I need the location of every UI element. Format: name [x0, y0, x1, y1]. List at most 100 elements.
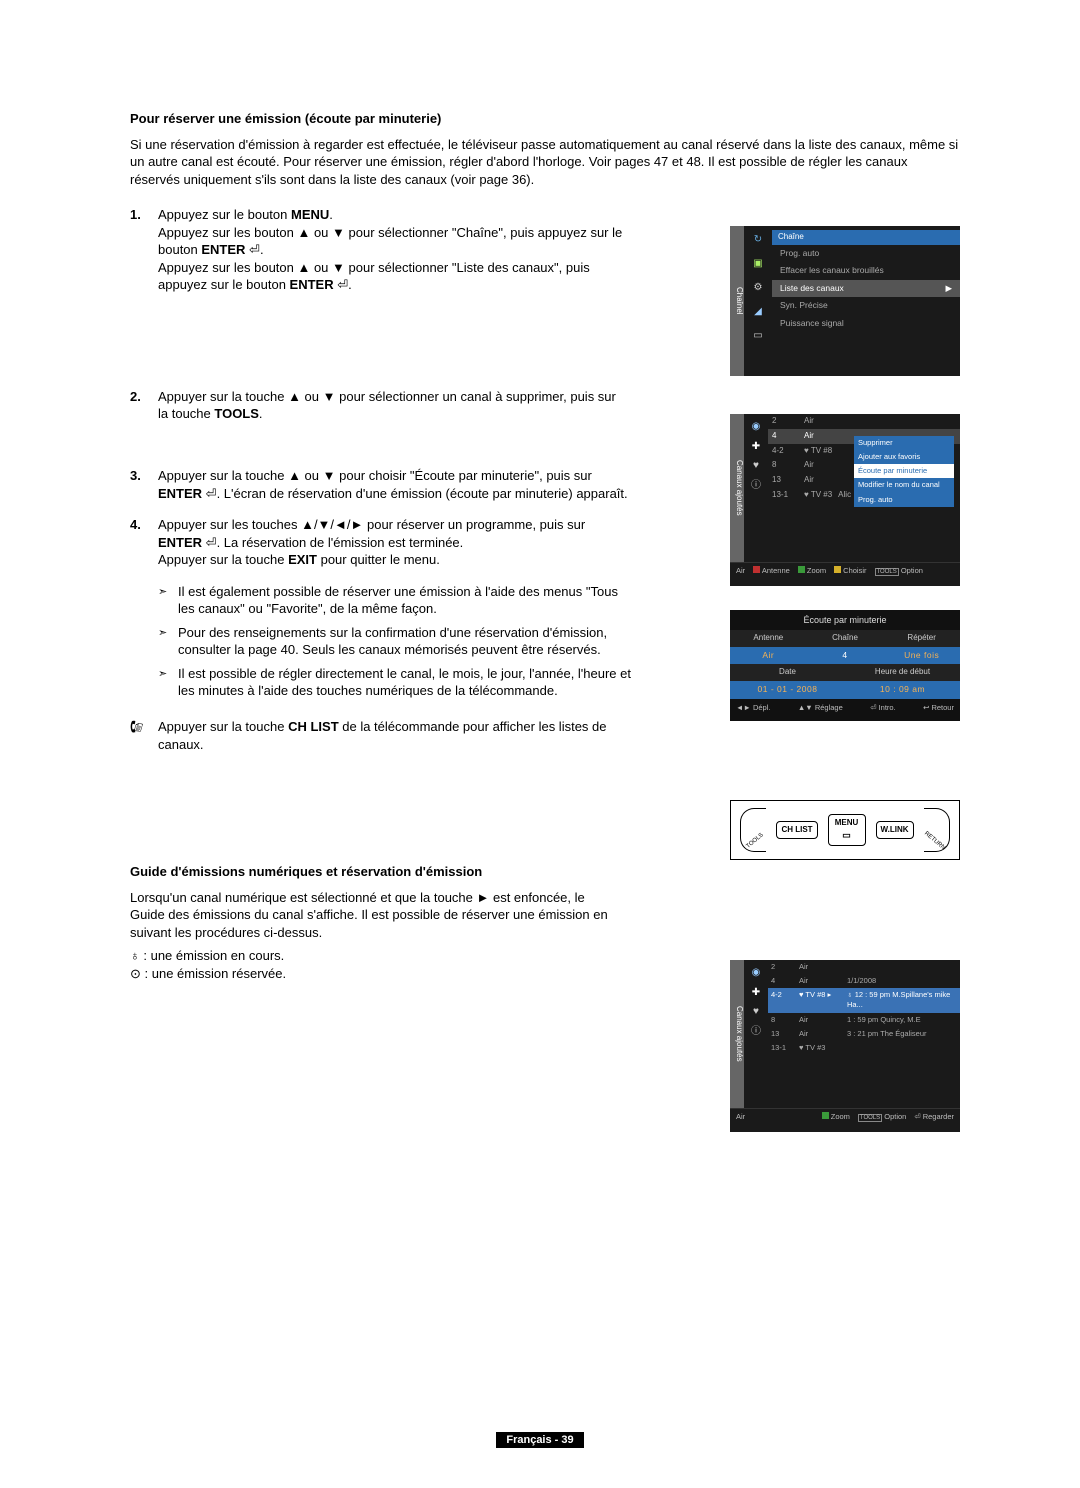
- remote-curve-right: RETURN: [924, 808, 950, 852]
- exit-label: EXIT: [288, 552, 317, 567]
- step-number: 2.: [130, 388, 158, 423]
- menu-label: MENU: [291, 207, 329, 222]
- hdr-chaine: Chaîne: [807, 630, 884, 647]
- green-square-icon: [822, 1112, 829, 1119]
- heart-icon: ♥: [753, 1005, 759, 1019]
- remote-diagram: TOOLS CH LIST MENU▭ W.LINK RETURN: [730, 800, 960, 860]
- refresh-icon: ↻: [750, 232, 766, 248]
- guide-row: 13-1♥ TV #3: [768, 1041, 960, 1055]
- text: ⏎. L'écran de réservation d'une émission…: [202, 486, 628, 501]
- text: Appuyer sur la touche: [158, 719, 288, 734]
- wlink-button[interactable]: W.LINK: [876, 821, 914, 840]
- guide-row: 4Air1/1/2008: [768, 974, 960, 988]
- regarder-label: Regarder: [923, 1112, 954, 1121]
- timer-viewing-screenshot: Écoute par minuterie Antenne Chaîne Répé…: [730, 610, 960, 721]
- step-body: Appuyer sur la touche ▲ ou ▼ pour sélect…: [158, 388, 628, 423]
- text: Il est également possible de réserver un…: [178, 583, 638, 618]
- guide-paragraph: Lorsqu'un canal numérique est sélectionn…: [130, 889, 620, 942]
- heart-icon: ♥: [753, 459, 759, 473]
- popup-item: Prog. auto: [854, 493, 954, 507]
- info-icon: ⓘ: [751, 479, 761, 493]
- choisir-label: Choisir: [843, 566, 866, 575]
- page-footer: Français - 39: [0, 1430, 1080, 1448]
- enter-label: ENTER: [158, 535, 202, 550]
- section-title: Pour réserver une émission (écoute par m…: [130, 110, 960, 128]
- text: Pour des renseignements sur la confirmat…: [178, 624, 638, 659]
- arrow-icon: ➣: [158, 624, 178, 659]
- menu-row: Prog. auto: [772, 245, 960, 262]
- menu-row: Syn. Précise: [772, 297, 960, 314]
- tools-label: TOOLS: [214, 406, 259, 421]
- side-label: Canaux ajoutés: [730, 960, 744, 1108]
- hdr-repeter: Répéter: [883, 630, 960, 647]
- tv-menu-screenshot: Chaînel ↻ ▣ ⚙ ◢ ▭ Chaîne Prog. autoEffac…: [730, 226, 960, 376]
- enter-icon: ⏎.: [334, 277, 352, 292]
- signal-icon: ◢: [750, 304, 766, 320]
- zoom-label: Zoom: [807, 566, 826, 575]
- side-label: Canaux ajoutés: [730, 414, 744, 562]
- plus-icon: ✚: [752, 986, 760, 1000]
- reglage-label: Réglage: [815, 703, 843, 712]
- val-chaine: 4: [807, 647, 884, 664]
- menu-header: Chaîne: [772, 230, 960, 245]
- text: Appuyez sur les bouton ▲ ou ▼ pour sélec…: [158, 260, 590, 293]
- section-title-2: Guide d'émissions numériques et réservat…: [130, 863, 960, 881]
- text: pour quitter le menu.: [317, 552, 440, 567]
- remote-curve-left: TOOLS: [740, 808, 766, 852]
- val-repeter: Une fois: [883, 647, 960, 664]
- page-number: Français - 39: [496, 1432, 583, 1448]
- step-body: Appuyer sur les touches ▲/▼/◄/► pour rés…: [158, 516, 628, 569]
- guide-screenshot: Canaux ajoutés ◉ ✚ ♥ ⓘ 2Air4Air1/1/20084…: [730, 960, 960, 1132]
- info-icon: ⓘ: [751, 1025, 761, 1039]
- menu-button[interactable]: MENU▭: [828, 814, 866, 846]
- val-heure: 10 : 09 am: [845, 681, 960, 698]
- enter-label: ENTER: [158, 486, 202, 501]
- footer-bar: Air Zoom TOOLS Option ⏎ Regarder: [730, 1108, 960, 1125]
- text: Appuyer sur la touche: [158, 552, 288, 567]
- text: Appuyer sur la touche ▲ ou ▼ pour choisi…: [158, 468, 592, 483]
- tools-label: TOOLS: [858, 1114, 882, 1122]
- guide-row: 2Air: [768, 960, 960, 974]
- retour-label: Retour: [931, 703, 954, 712]
- option-label: Option: [901, 566, 923, 575]
- hdr-date: Date: [730, 664, 845, 681]
- remote-icon: 🕼: [130, 718, 158, 753]
- gear-icon: ⚙: [750, 280, 766, 296]
- chlist-button[interactable]: CH LIST: [776, 821, 817, 840]
- tools-label: TOOLS: [875, 568, 899, 576]
- text: Appuyez sur le bouton: [158, 207, 291, 222]
- guide-row: 8Air1 : 59 pm Quincy, M.E: [768, 1013, 960, 1027]
- popup-item: Écoute par minuterie: [854, 464, 954, 478]
- arrow-icon: ➣: [158, 583, 178, 618]
- monitor-icon: ▣: [750, 256, 766, 272]
- step-number: 3.: [130, 467, 158, 502]
- chlist-label: CH LIST: [288, 719, 339, 734]
- text: ⏎. La réservation de l'émission est term…: [202, 535, 463, 550]
- step-body: Appuyer sur la touche ▲ ou ▼ pour choisi…: [158, 467, 628, 502]
- icon-column: ↻ ▣ ⚙ ◢ ▭: [744, 226, 772, 376]
- air-label: Air: [736, 566, 745, 576]
- tools-popup: SupprimerAjouter aux favorisÉcoute par m…: [854, 436, 954, 507]
- green-square-icon: [798, 566, 805, 573]
- plus-icon: ✚: [752, 440, 760, 454]
- arrow-icon: ➣: [158, 665, 178, 700]
- footer-bar: ◄► Dépl. ▲▼ Réglage ⏎ Intro. ↩ Retour: [730, 699, 960, 717]
- enter-label: ENTER: [201, 242, 245, 257]
- zoom-label: Zoom: [831, 1112, 850, 1121]
- panel-title: Écoute par minuterie: [730, 610, 960, 630]
- all-icon: ◉: [752, 420, 761, 434]
- remote-note: 🕼 Appuyer sur la touche CH LIST de la té…: [130, 718, 960, 753]
- intro-paragraph: Si une réservation d'émission à regarder…: [130, 136, 960, 189]
- antenne-label: Antenne: [762, 566, 790, 575]
- text: .: [329, 207, 333, 222]
- side-label: Chaînel: [730, 226, 744, 376]
- card-icon: ▭: [750, 328, 766, 344]
- footer-bar: Air Antenne Zoom Choisir TOOLS Option: [730, 562, 960, 579]
- popup-item: Supprimer: [854, 436, 954, 450]
- menu-row: Puissance signal: [772, 315, 960, 332]
- intro-label: Intro.: [879, 703, 896, 712]
- guide-list: 2Air4Air1/1/20084-2♥ TV #8 ▸♁ 12 : 59 pm…: [768, 960, 960, 1108]
- option-label: Option: [884, 1112, 906, 1121]
- depl-label: Dépl.: [753, 703, 771, 712]
- popup-item: Modifier le nom du canal: [854, 478, 954, 492]
